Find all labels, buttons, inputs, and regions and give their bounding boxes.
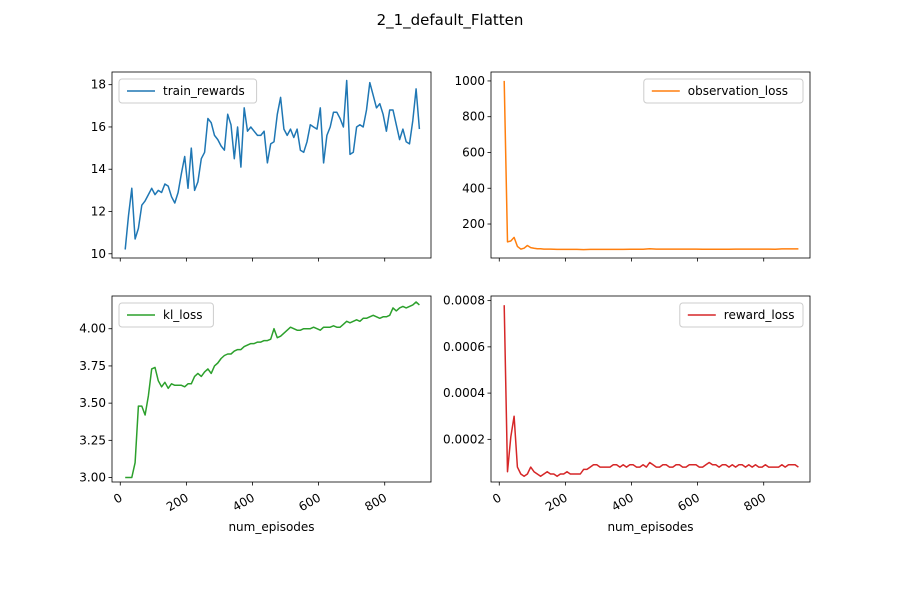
panel-observation-loss-axes-frame bbox=[490, 71, 811, 259]
panel-observation-loss: 200 400 600 800 1000 observation_loss bbox=[454, 71, 811, 262]
panel-kl-loss-series-line bbox=[125, 301, 420, 479]
legend-frame bbox=[118, 302, 214, 328]
legend-frame bbox=[643, 78, 804, 104]
panel-observation-loss-ytick-label: 800 bbox=[462, 110, 485, 124]
panel-train-rewards-ytick-label: 18 bbox=[91, 78, 106, 92]
legend-frame bbox=[679, 302, 804, 328]
panel-train-rewards: 10 12 14 16 18 train_rewards bbox=[91, 71, 432, 262]
panel-reward-loss-ytick-label: 0.0004 bbox=[443, 386, 485, 400]
panel-kl-loss-xlabel: num_episodes bbox=[228, 520, 314, 534]
panel-observation-loss-ytick-label: 400 bbox=[462, 181, 485, 195]
figure-title: 2_1_default_Flatten bbox=[377, 11, 524, 30]
panel-train-rewards-ytick-label: 12 bbox=[91, 205, 106, 219]
panel-kl-loss-ytick-label: 3.00 bbox=[79, 471, 106, 485]
legend-label: observation_loss bbox=[688, 84, 788, 98]
legend-frame bbox=[118, 78, 258, 104]
panel-observation-loss-series-line bbox=[503, 80, 799, 251]
panel-train-rewards-ytick-label: 16 bbox=[91, 120, 106, 134]
panel-reward-loss-axes-frame bbox=[490, 295, 811, 483]
panel-observation-loss-ytick-label: 600 bbox=[462, 145, 485, 159]
panel-reward-loss-ytick-label: 0.0006 bbox=[443, 340, 485, 354]
legend-label: kl_loss bbox=[163, 308, 202, 322]
panel-observation-loss-ytick-label: 1000 bbox=[454, 74, 485, 88]
panel-kl-loss-ytick-label: 3.25 bbox=[79, 433, 106, 447]
panel-kl-loss-ytick-label: 3.75 bbox=[79, 359, 106, 373]
panel-train-rewards-legend: train_rewards bbox=[118, 78, 258, 104]
legend-label: train_rewards bbox=[163, 84, 245, 98]
panel-train-rewards-axes-frame bbox=[111, 71, 432, 259]
panel-observation-loss-legend: observation_loss bbox=[643, 78, 804, 104]
panel-kl-loss-legend: kl_loss bbox=[118, 302, 214, 328]
panel-kl-loss-ytick-label: 3.50 bbox=[79, 396, 106, 410]
panel-observation-loss-ytick-label: 200 bbox=[462, 217, 485, 231]
panel-kl-loss-axes-frame bbox=[111, 295, 432, 483]
panel-train-rewards-ytick-label: 14 bbox=[91, 162, 106, 176]
panel-reward-loss-ytick-label: 0.0008 bbox=[443, 294, 485, 308]
panel-reward-loss-legend: reward_loss bbox=[679, 302, 804, 328]
panel-train-rewards-series-line bbox=[124, 79, 421, 250]
panel-reward-loss-xlabel: num_episodes bbox=[607, 520, 693, 534]
panel-train-rewards-ytick-label: 10 bbox=[91, 247, 106, 261]
panel-reward-loss-ytick-label: 0.0002 bbox=[443, 432, 485, 446]
panel-reward-loss-series-line bbox=[503, 305, 799, 478]
panel-kl-loss-ytick-label: 4.00 bbox=[79, 322, 106, 336]
legend-label: reward_loss bbox=[724, 308, 795, 322]
